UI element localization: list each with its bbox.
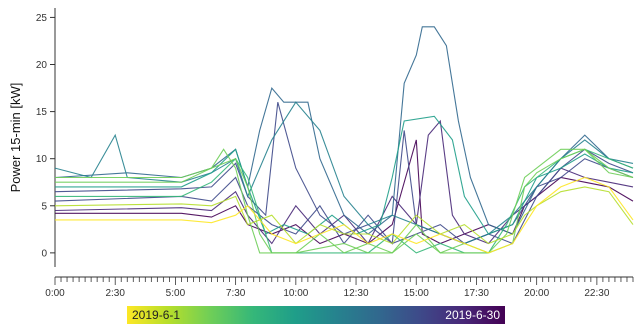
x-tick-label: 7:30 xyxy=(226,288,246,299)
series-line xyxy=(55,148,634,254)
x-tick-label: 17:30 xyxy=(464,288,489,299)
x-tick-label: 12:30 xyxy=(344,288,369,299)
colorbar-start-label: 2019-6-1 xyxy=(132,308,180,322)
y-tick-label: 5 xyxy=(41,201,47,212)
series-line xyxy=(55,148,634,254)
series-line xyxy=(55,139,634,245)
y-tick-label: 15 xyxy=(36,107,48,118)
series-line xyxy=(55,148,634,254)
y-axis: 0 5 10 15 20 25 xyxy=(36,8,56,267)
y-tick-label: 20 xyxy=(36,60,48,71)
series-layer xyxy=(54,26,634,254)
x-tick-label: 15:00 xyxy=(404,288,429,299)
y-tick-label: 25 xyxy=(36,13,48,24)
colorbar-end-label: 2019-6-30 xyxy=(445,308,500,322)
x-tick-label: 10:00 xyxy=(283,288,308,299)
colorbar: 2019-6-1 2019-6-30 xyxy=(127,306,505,324)
x-tick-label: 0:00 xyxy=(45,288,65,299)
series-line xyxy=(55,176,634,254)
y-tick-label: 0 xyxy=(41,248,47,259)
y-tick-label: 10 xyxy=(36,154,48,165)
series-line xyxy=(55,115,634,235)
series-line xyxy=(54,101,634,245)
series-line xyxy=(54,102,634,245)
colorbar-gradient xyxy=(127,306,505,324)
x-tick-label: 22:30 xyxy=(584,288,609,299)
x-tick-label: 20:00 xyxy=(524,288,549,299)
x-axis: 0:00 2:30 5:00 7:30 10:00 12:30 15:00 17:30 20:0… xyxy=(45,276,634,299)
x-tick-label: 5:00 xyxy=(166,288,186,299)
x-tick-label: 2:30 xyxy=(105,288,125,299)
series-line xyxy=(54,26,634,235)
y-axis-title: Power 15-min [kW] xyxy=(8,83,23,193)
